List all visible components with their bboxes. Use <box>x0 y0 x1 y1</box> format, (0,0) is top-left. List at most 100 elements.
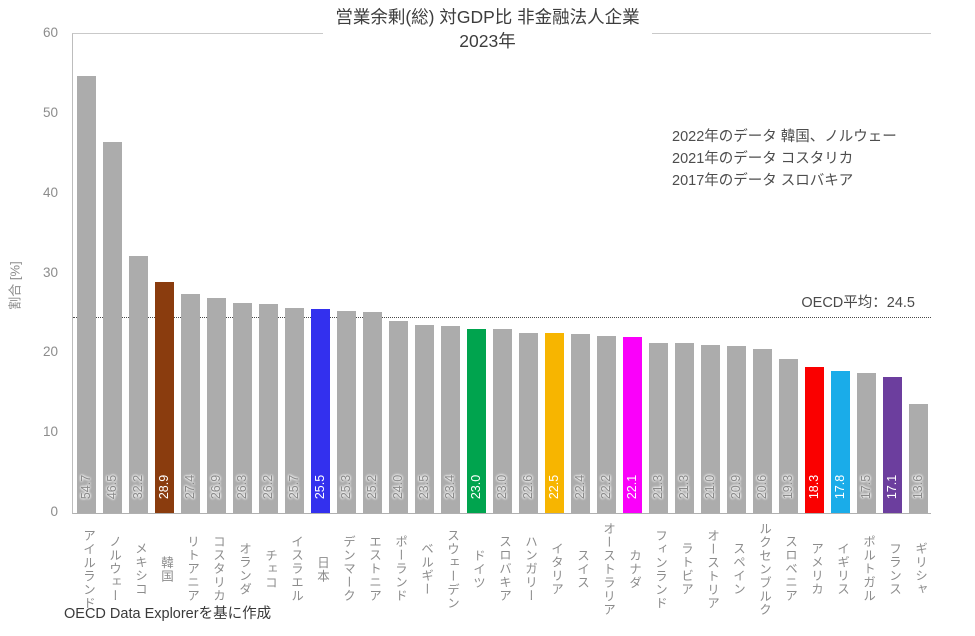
bar-イタリア: 22.5 <box>544 333 564 513</box>
bar-イギリス: 17.8 <box>830 370 850 513</box>
bar-リトアニア: 27.4 <box>180 294 200 513</box>
y-axis-label: 割合 [%] <box>7 261 23 310</box>
bar-country-label: イタリア <box>549 542 563 596</box>
bar-country-label: ポーランド <box>393 535 407 603</box>
bar-オーストリア: 21.0 <box>700 345 720 513</box>
y-tick-label: 60 <box>42 25 58 40</box>
bar-country-label: ベルギー <box>419 542 433 596</box>
bar-value-label: 32.2 <box>131 474 145 500</box>
bar-country-label: オーストラリア <box>601 521 615 617</box>
oecd-average-line <box>73 317 931 319</box>
y-tick-label: 50 <box>42 104 58 120</box>
bar-フィンランド: 21.3 <box>648 342 668 513</box>
bar-country-label: ハンガリー <box>523 535 537 603</box>
bar-value-label: 25.3 <box>339 474 353 500</box>
bar-value-label: 24.0 <box>391 474 405 500</box>
bar-value-label: 25.7 <box>287 474 301 500</box>
bar-スロバキア: 23.0 <box>492 329 512 513</box>
bar-ルクセンブルク: 20.6 <box>752 348 772 513</box>
bar-ドイツ: 23.0 <box>466 329 486 513</box>
bar-value-label: 23.5 <box>417 474 431 500</box>
bar-country-label: メキシコ <box>133 542 147 596</box>
bar-フランス: 17.1 <box>882 376 902 513</box>
y-tick-label: 10 <box>42 424 58 440</box>
bar-country-label: スペイン <box>731 542 745 596</box>
plot-area: OECD平均：24.5 54.7 46.5 32.2 28.9 27.4 26.9 26.3… <box>72 33 931 514</box>
chart-title: 営業余剰(総) 対GDP比 非金融法人企業 2023年 <box>0 5 975 53</box>
bar-ベルギー: 23.5 <box>414 325 434 513</box>
bar-value-label: 25.2 <box>365 474 379 500</box>
bar-ラトビア: 21.3 <box>674 342 694 513</box>
bar-country-label: スロバキア <box>497 535 511 603</box>
bar-日本: 25.5 <box>310 309 330 513</box>
bar-value-label: 22.6 <box>521 474 535 500</box>
bar-country-label: フィンランド <box>653 528 667 610</box>
oecd-average-label: OECD平均：24.5 <box>801 295 915 312</box>
bar-country-label: デンマーク <box>341 535 355 603</box>
bar-オーストラリア: 22.2 <box>596 335 616 513</box>
bar-デンマーク: 25.3 <box>336 311 356 513</box>
footnote-2017: 2017年のデータ スロバキア <box>672 173 854 189</box>
bar-value-label: 26.2 <box>261 474 275 500</box>
bar-country-label: アイルランド <box>81 528 95 610</box>
bar-スロベニア: 19.3 <box>778 358 798 513</box>
bar-value-label: 23.4 <box>443 474 457 500</box>
bar-country-label: ドイツ <box>471 548 485 590</box>
bar-オランダ: 26.3 <box>232 303 252 513</box>
bar-スイス: 22.4 <box>570 334 590 513</box>
bar-country-label: イギリス <box>835 542 849 596</box>
bar-country-label: 韓国 <box>159 555 173 583</box>
bar-value-label: 22.2 <box>599 474 613 500</box>
bar-value-label: 22.1 <box>625 474 639 500</box>
bar-country-label: リトアニア <box>185 535 199 603</box>
bar-value-label: 46.5 <box>105 474 119 500</box>
source-note: OECD Data Explorerを基に作成 <box>64 606 272 622</box>
footnote-2021: 2021年のデータ コスタリカ <box>672 151 854 167</box>
bar-country-label: ルクセンブルク <box>757 521 771 617</box>
bar-チェコ: 26.2 <box>258 303 278 513</box>
bar-country-label: ノルウェー <box>107 535 121 603</box>
bar-value-label: 21.0 <box>703 474 717 500</box>
bar-value-label: 22.4 <box>573 474 587 500</box>
bar-value-label: 19.3 <box>781 474 795 500</box>
bar-value-label: 54.7 <box>79 474 93 500</box>
bar-country-label: ギリシャ <box>913 542 927 596</box>
chart-title-line2: 2023年 <box>459 31 516 51</box>
bar-value-label: 26.9 <box>209 474 223 500</box>
bar-コスタリカ: 26.9 <box>206 298 226 513</box>
bar-country-label: スウェーデン <box>445 528 459 610</box>
bar-スウェーデン: 23.4 <box>440 326 460 513</box>
bar-value-label: 21.3 <box>651 474 665 500</box>
bar-value-label: 23.0 <box>469 474 483 500</box>
bar-value-label: 17.5 <box>859 474 873 500</box>
bar-country-label: コスタリカ <box>211 535 225 603</box>
bar-country-label: イスラエル <box>289 535 303 603</box>
bar-ノルウェー: 46.5 <box>102 141 122 513</box>
bar-country-label: ラトビア <box>679 542 693 596</box>
bar-value-label: 17.8 <box>833 474 847 500</box>
data-year-footnotes: 2022年のデータ 韓国、ノルウェー 2021年のデータ コスタリカ 2017年… <box>672 126 897 192</box>
bar-country-label: ポルトガル <box>861 535 875 603</box>
y-tick-label: 20 <box>42 344 58 360</box>
bar-value-label: 26.3 <box>235 474 249 500</box>
bar-country-label: チェコ <box>263 548 277 590</box>
bar-value-label: 13.6 <box>911 474 925 500</box>
bar-韓国: 28.9 <box>154 282 174 513</box>
bar-value-label: 27.4 <box>183 474 197 500</box>
bar-value-label: 20.9 <box>729 474 743 500</box>
bar-country-label: オーストリア <box>705 528 719 610</box>
bar-country-label: スロベニア <box>783 535 797 603</box>
bar-value-label: 22.5 <box>547 474 561 500</box>
bar-country-label: カナダ <box>627 548 641 590</box>
bar-country-label: エストニア <box>367 535 381 603</box>
bar-ギリシャ: 13.6 <box>908 404 928 513</box>
bar-アイルランド: 54.7 <box>76 76 96 513</box>
bar-value-label: 23.0 <box>495 474 509 500</box>
bar-スペイン: 20.9 <box>726 346 746 513</box>
bar-country-label: アメリカ <box>809 542 823 596</box>
bar-value-label: 21.3 <box>677 474 691 500</box>
bar-value-label: 25.5 <box>313 474 327 500</box>
bar-country-label: 日本 <box>315 555 329 583</box>
footnote-2022: 2022年のデータ 韓国、ノルウェー <box>672 129 897 145</box>
